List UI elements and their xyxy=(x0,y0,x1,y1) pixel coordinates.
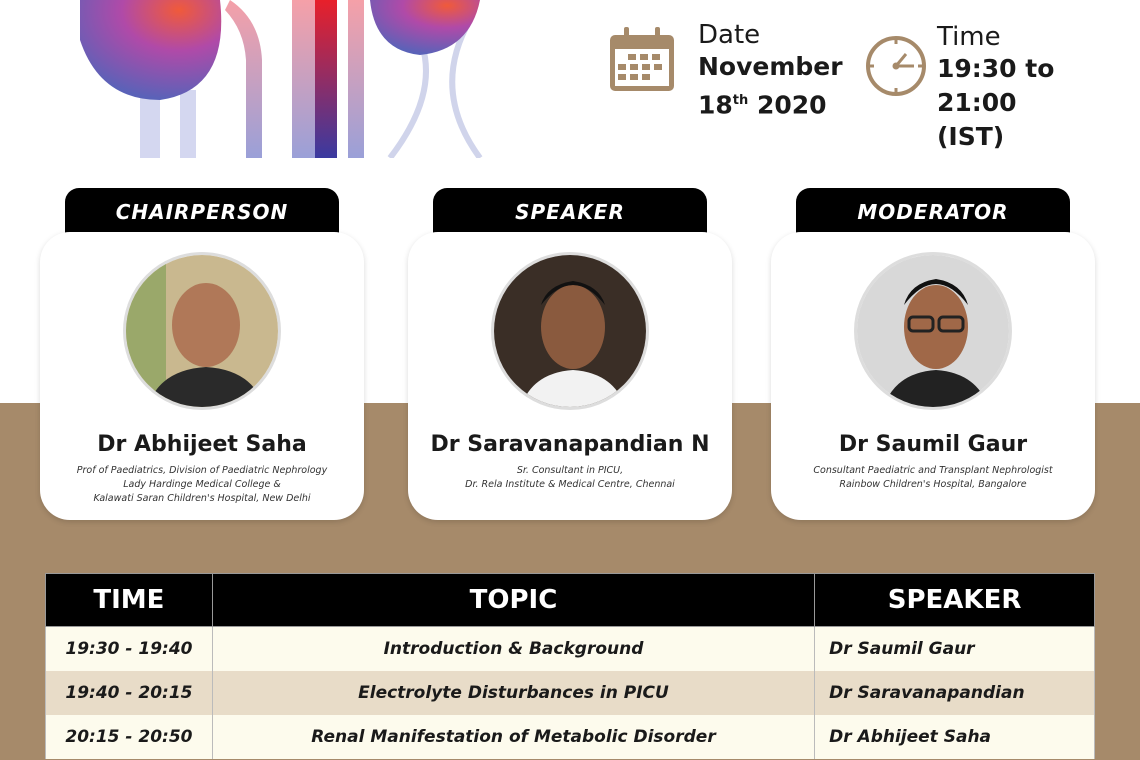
person-name: Dr Saravanapandian N xyxy=(430,432,710,457)
column-header-time: TIME xyxy=(45,573,213,627)
time-zone: (IST) xyxy=(937,122,1005,151)
row-topic: Electrolyte Disturbances in PICU xyxy=(211,670,816,715)
person-description: Sr. Consultant in PICU, Dr. Rela Institut… xyxy=(465,465,675,490)
row-time: 19:30 - 19:40 xyxy=(45,626,213,671)
table-row: 19:40 - 20:15 Electrolyte Disturbances i… xyxy=(45,670,1095,715)
role-tab-chairperson: CHAIRPERSON xyxy=(65,188,339,236)
date-suffix: th xyxy=(732,93,749,108)
speaker-card: Dr Saravanapandian N Sr. Consultant in P… xyxy=(408,232,732,520)
person-description: Consultant Paediatric and Transplant Nep… xyxy=(813,465,1053,490)
chairperson-card: Dr Abhijeet Saha Prof of Paediatrics, Di… xyxy=(40,232,364,520)
column-header-topic: TOPIC xyxy=(211,573,816,627)
row-time: 19:40 - 20:15 xyxy=(45,670,213,715)
calendar-icon xyxy=(610,27,674,91)
time-value: 19:30 to 21:00 xyxy=(937,54,1055,117)
row-speaker: Dr Saravanapandian xyxy=(814,670,1095,715)
date-block: Date November 18th 2020 xyxy=(698,20,843,122)
row-topic: Renal Manifestation of Metabolic Disorde… xyxy=(211,714,816,759)
role-tab-moderator: MODERATOR xyxy=(796,188,1070,236)
row-time: 20:15 - 20:50 xyxy=(45,714,213,759)
avatar xyxy=(491,252,649,410)
date-month: November xyxy=(698,52,843,81)
moderator-card: Dr Saumil Gaur Consultant Paediatric and… xyxy=(771,232,1095,520)
table-header-row: TIME TOPIC SPEAKER xyxy=(45,573,1095,627)
row-speaker: Dr Saumil Gaur xyxy=(814,626,1095,671)
kidney-illustration xyxy=(80,0,483,158)
role-tab-speaker: SPEAKER xyxy=(433,188,707,236)
column-header-speaker: SPEAKER xyxy=(814,573,1095,627)
person-name: Dr Saumil Gaur xyxy=(838,432,1028,457)
schedule-table: TIME TOPIC SPEAKER 19:30 - 19:40 Introdu… xyxy=(45,573,1095,759)
time-label: Time xyxy=(937,22,1001,52)
date-day-year: 18th 2020 xyxy=(698,84,843,122)
avatar xyxy=(123,252,281,410)
clock-icon xyxy=(866,36,926,96)
avatar xyxy=(854,252,1012,410)
date-year: 2020 xyxy=(757,90,827,120)
person-description: Prof of Paediatrics, Division of Paediat… xyxy=(76,465,328,504)
row-speaker: Dr Abhijeet Saha xyxy=(814,714,1095,759)
date-label: Date xyxy=(698,20,761,50)
table-row: 20:15 - 20:50 Renal Manifestation of Met… xyxy=(45,714,1095,759)
table-row: 19:30 - 19:40 Introduction & Background … xyxy=(45,626,1095,671)
person-name: Dr Abhijeet Saha xyxy=(97,432,307,457)
row-topic: Introduction & Background xyxy=(211,626,816,671)
date-day: 18 xyxy=(698,90,733,120)
time-block: Time 19:30 to 21:00 (IST) xyxy=(937,22,1140,154)
